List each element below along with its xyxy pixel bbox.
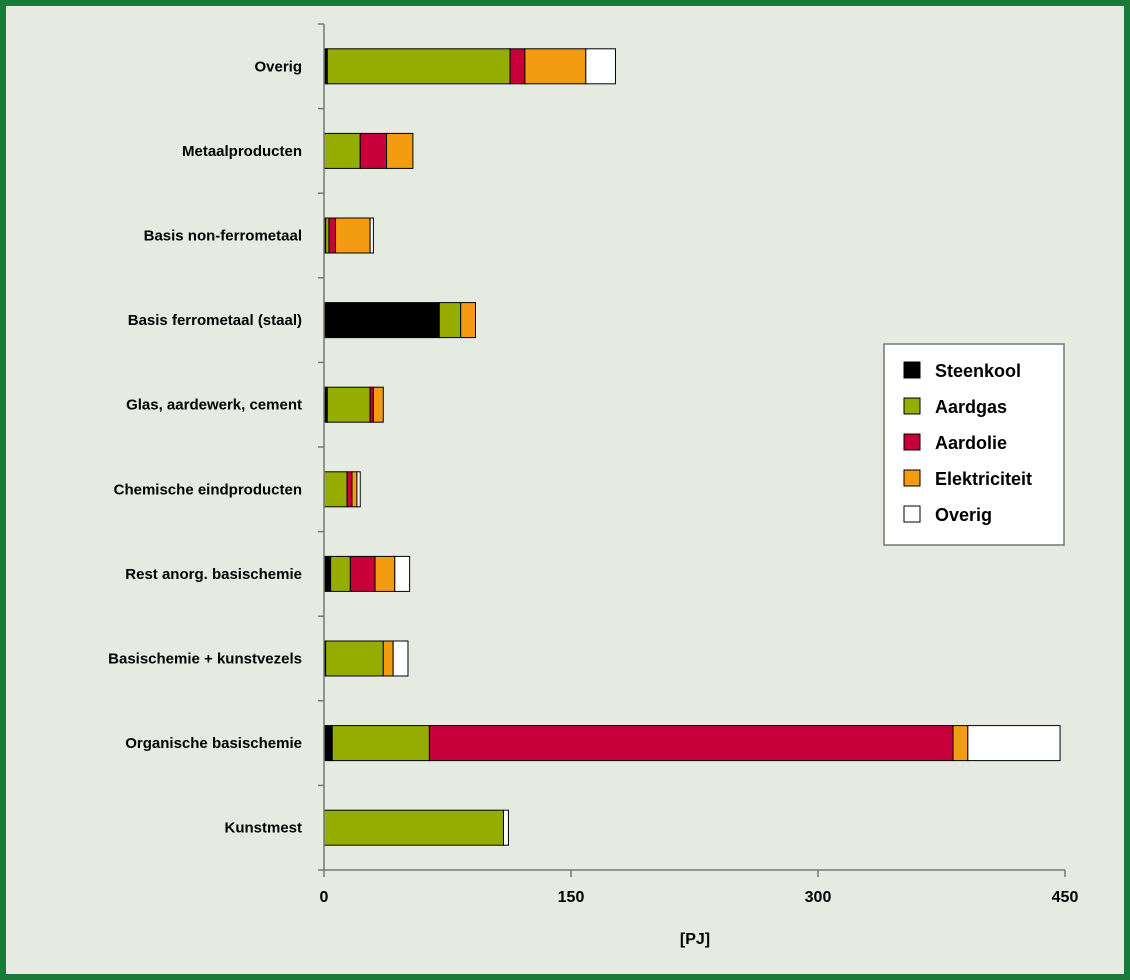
bar-segment-steenkool: [323, 555, 332, 592]
bar-segment-overig: [356, 471, 361, 508]
category-label: Basischemie + kunstvezels: [108, 651, 302, 668]
category-label: Kunstmest: [224, 820, 302, 837]
bar-segment-aardgas: [326, 48, 511, 85]
legend: Steenkool Aardgas Aardolie Elektriciteit Ove…: [883, 343, 1065, 546]
bar-segment-elektriciteit: [524, 48, 587, 85]
bar-segment-aardgas: [326, 386, 371, 423]
legend-label-overig: Overig: [935, 505, 992, 525]
category-label: Chemische eindproducten: [114, 481, 302, 498]
bar-segment-aardolie: [349, 555, 376, 592]
category-label: Glas, aardewerk, cement: [126, 397, 302, 414]
bar-segment-overig: [502, 809, 509, 846]
bar-segment-aardgas: [323, 471, 348, 508]
bar-segment-steenkool: [323, 302, 440, 339]
bar-segment-aardgas: [438, 302, 462, 339]
x-axis-title: [PJ]: [680, 931, 710, 948]
bar-segment-elektriciteit: [372, 386, 384, 423]
x-tick-label: 450: [1052, 889, 1079, 906]
bar-segment-aardolie: [509, 48, 526, 85]
x-tick-labels: 0 150 300 450: [320, 889, 1079, 906]
legend-label-aardolie: Aardolie: [935, 433, 1007, 453]
bar-segment-elektriciteit: [382, 640, 394, 677]
legend-swatch-overig: [903, 505, 921, 523]
legend-swatch-aardolie: [903, 433, 921, 451]
legend-swatch-aardgas: [903, 397, 921, 415]
bar-segment-elektriciteit: [952, 725, 969, 762]
bar-segment-overig: [967, 725, 1061, 762]
x-tick-label: 150: [558, 889, 585, 906]
legend-swatch-steenkool: [903, 361, 921, 379]
bar-segment-aardolie: [346, 471, 353, 508]
category-label: Rest anorg. basischemie: [125, 566, 302, 583]
legend-label-aardgas: Aardgas: [935, 397, 1007, 417]
bar-segment-aardgas: [323, 809, 504, 846]
category-label: Basis non-ferrometaal: [144, 228, 302, 245]
axes-group: [318, 23, 1066, 877]
bar-segment-aardolie: [359, 132, 388, 169]
bar-segment-aardolie: [328, 217, 337, 254]
x-tick-label: 0: [320, 889, 329, 906]
category-label: Overig: [254, 58, 302, 75]
bar-segment-elektriciteit: [460, 302, 476, 339]
bars-group: [323, 48, 1061, 846]
bar-segment-aardgas: [331, 725, 430, 762]
bar-segment-overig: [392, 640, 409, 677]
stacked-bar-chart: Overig Metaalproducten Basis non-ferrometa…: [108, 23, 1079, 948]
bar-segment-overig: [585, 48, 616, 85]
bar-segment-overig: [369, 217, 374, 254]
legend-label-elektriciteit: Elektriciteit: [935, 469, 1032, 489]
bar-segment-overig: [394, 555, 411, 592]
legend-swatch-elektriciteit: [903, 469, 921, 487]
bar-segment-elektriciteit: [351, 471, 358, 508]
bar-segment-elektriciteit: [374, 555, 396, 592]
bar-segment-aardgas: [323, 132, 361, 169]
category-label: Metaalproducten: [182, 143, 302, 160]
bar-segment-elektriciteit: [335, 217, 371, 254]
bar-segment-steenkool: [323, 725, 333, 762]
bar-segment-elektriciteit: [386, 132, 414, 169]
legend-label-steenkool: Steenkool: [935, 361, 1021, 381]
bar-segment-aardgas: [330, 555, 351, 592]
category-label: Basis ferrometaal (staal): [128, 312, 302, 329]
x-tick-label: 300: [805, 889, 832, 906]
category-labels: Overig Metaalproducten Basis non-ferrometa…: [108, 58, 302, 836]
bar-segment-aardolie: [428, 725, 954, 762]
category-label: Organische basischemie: [125, 735, 302, 752]
bar-segment-aardgas: [325, 640, 384, 677]
